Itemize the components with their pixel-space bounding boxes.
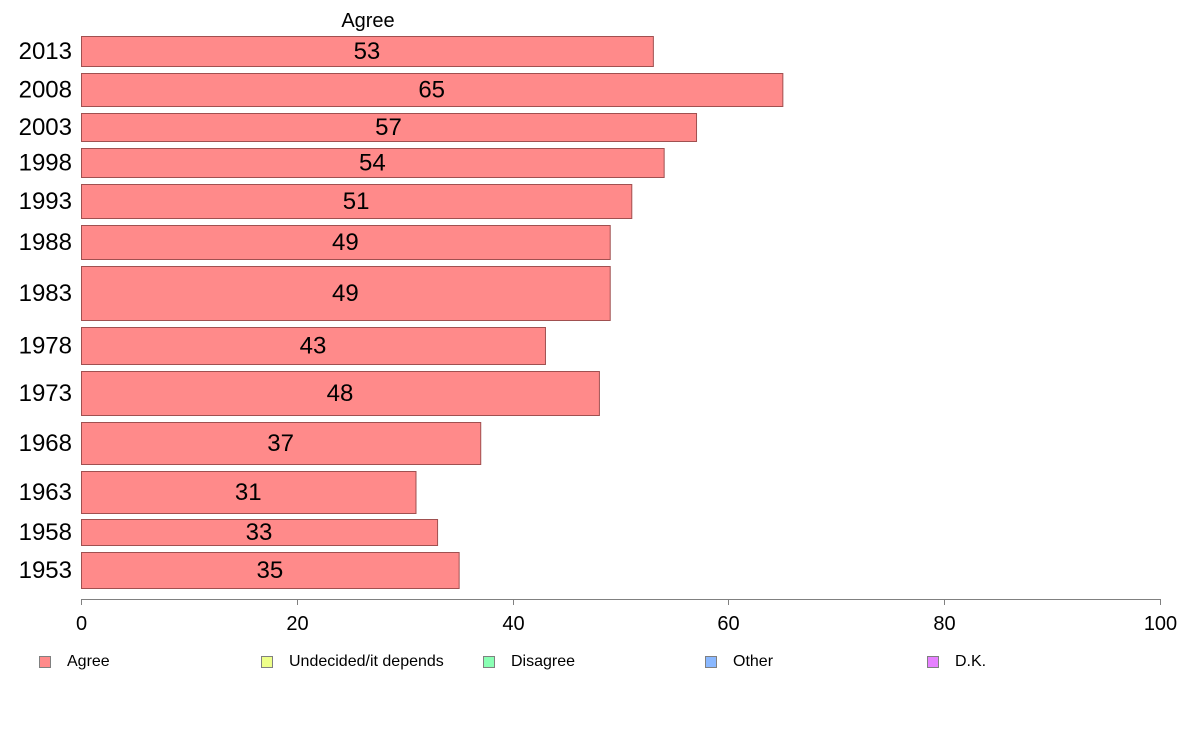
bar-value-label: 49 (332, 229, 359, 256)
x-tick-label: 40 (502, 613, 524, 635)
bar-value-label: 33 (246, 519, 273, 546)
x-tick-label: 100 (1144, 613, 1177, 635)
bar-value-label: 31 (235, 479, 262, 506)
bar (81, 36, 654, 67)
y-tick-label: 1998 (19, 150, 72, 177)
legend-item: Undecided/it depends (261, 652, 444, 672)
bar-value-label: 51 (343, 188, 370, 215)
legend-swatch (39, 656, 51, 668)
bar (81, 519, 439, 546)
bar-value-label: 65 (418, 77, 445, 104)
y-tick-label: 2008 (19, 77, 72, 104)
y-tick-label: 1963 (19, 479, 72, 506)
y-tick-label: 2013 (19, 38, 72, 65)
legend-swatch (705, 656, 717, 668)
legend-item: Disagree (483, 652, 575, 672)
bar-value-label: 35 (256, 557, 283, 584)
bar (81, 73, 784, 107)
legend-label: Other (733, 653, 774, 670)
bar-value-label: 48 (327, 380, 354, 407)
legend-swatch (261, 656, 273, 668)
legend-label: D.K. (955, 653, 987, 670)
chart-title: Agree (341, 10, 394, 32)
legend-item: Other (705, 652, 773, 672)
legend-label: Disagree (511, 653, 576, 670)
bar (81, 471, 417, 514)
bar (81, 327, 546, 365)
bar (81, 552, 460, 589)
bar (81, 113, 698, 142)
bar (81, 422, 482, 465)
bar (81, 225, 611, 260)
y-tick-label: 1953 (19, 557, 72, 584)
bar-value-label: 57 (375, 114, 402, 141)
legend-item: Agree (39, 652, 110, 672)
y-tick-label: 1958 (19, 519, 72, 546)
legend-label: Agree (67, 653, 110, 670)
y-tick-label: 1978 (19, 333, 72, 360)
y-tick-label: 2003 (19, 114, 72, 141)
y-tick-label: 1983 (19, 280, 72, 307)
legend-swatch (483, 656, 495, 668)
x-tick-label: 60 (717, 613, 739, 635)
legend-swatch (927, 656, 939, 668)
x-tick-label: 20 (286, 613, 308, 635)
x-tick-label: 0 (76, 613, 87, 635)
legend-label: Undecided/it depends (289, 653, 444, 670)
bars-layer: 2013 53 2008 65 2003 57 1998 54 1993 51 1988 49 1983… (19, 36, 784, 589)
y-tick-label: 1973 (19, 380, 72, 407)
x-tick-label: 80 (933, 613, 955, 635)
y-tick-label: 1988 (19, 229, 72, 256)
bar (81, 148, 665, 178)
bar-value-label: 37 (267, 430, 294, 457)
bar (81, 371, 600, 416)
y-tick-label: 1993 (19, 188, 72, 215)
bar (81, 266, 611, 321)
bar-value-label: 54 (359, 150, 386, 177)
bar-value-label: 43 (300, 333, 327, 360)
y-tick-label: 1968 (19, 430, 72, 457)
bar (81, 184, 633, 219)
bar-value-label: 53 (354, 38, 381, 65)
bar-value-label: 49 (332, 280, 359, 307)
legend-item: D.K. (927, 652, 986, 672)
x-axis: 0 20 40 60 80 100 (76, 599, 1177, 635)
